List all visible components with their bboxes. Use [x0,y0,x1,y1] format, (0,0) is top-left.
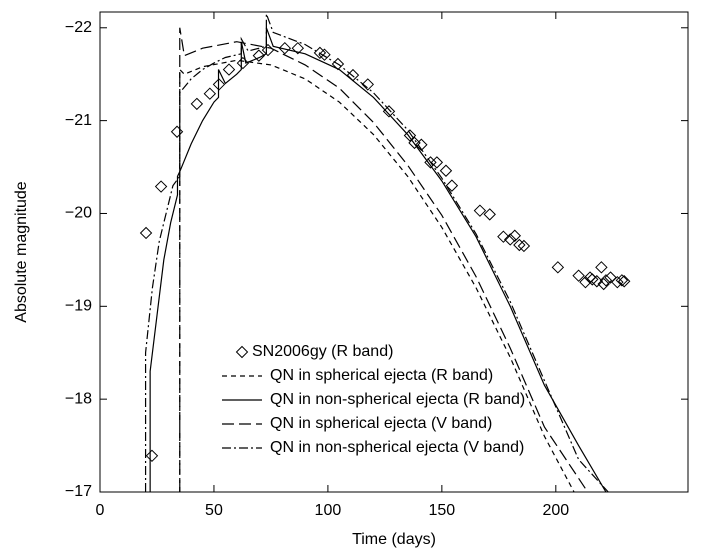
data-point [597,277,610,291]
data-point [590,275,604,288]
y-tick-label: −22 [65,19,92,36]
legend-label: SN2006gy (R band) [252,343,393,360]
data-point [483,208,496,221]
data-point [595,261,608,274]
data-point [430,156,444,169]
data-point [361,78,374,91]
legend-label: QN in non-spherical ejecta (R band) [270,391,525,408]
x-tick-label: 50 [205,502,223,519]
data-point [203,87,217,100]
series-line [179,27,589,492]
data-point [415,138,428,151]
data-point [617,275,631,288]
data-point [291,42,305,55]
x-axis-label: Time (days) [352,531,436,548]
data-point [318,48,331,61]
data-point [408,136,421,150]
data-point [497,230,510,243]
legend-symbol [235,345,249,359]
data-point [504,233,517,246]
data-point [139,226,153,240]
series-line [149,27,607,492]
legend-label: QN in non-spherical ejecta (V band) [270,439,524,456]
data-point [508,229,521,242]
x-tick-label: 200 [542,502,569,519]
data-point [445,179,459,192]
y-axis-label: Absolute magnitude [13,181,30,323]
y-tick-label: −17 [65,483,92,500]
y-tick-label: −20 [65,205,92,222]
legend: SN2006gy (R band) QN in spherical ejecta … [222,343,525,456]
data-point [473,204,487,217]
data-point [439,164,453,177]
data-point [403,129,417,142]
data-point [145,449,159,462]
data-point [599,274,613,287]
data-point [261,43,275,57]
legend-label: QN in spherical ejecta (V band) [270,415,492,432]
data-point [611,275,624,289]
x-tick-label: 150 [429,502,456,519]
data-point [222,63,236,76]
data-point [586,273,599,286]
data-point [517,239,531,253]
y-tick-label: −19 [65,298,92,315]
x-tick-label: 0 [96,502,105,519]
data-point [170,125,184,138]
x-tick-label: 100 [315,502,342,519]
data-point [278,42,292,55]
series-line [179,59,575,492]
data-point [236,56,250,70]
data-point [513,238,526,252]
plot-frame [99,11,689,493]
data-point [551,261,565,274]
data-point [154,180,168,193]
data-point [190,97,204,111]
series-line [144,13,609,492]
data-point [579,275,592,289]
legend-label: QN in spherical ejecta (R band) [270,367,493,384]
data-point [615,274,629,287]
y-tick-label: −18 [65,390,92,407]
data-point [572,269,585,282]
data-point [604,271,617,284]
data-point [382,105,396,118]
data-point [252,49,266,62]
y-tick-label: −21 [65,112,92,129]
